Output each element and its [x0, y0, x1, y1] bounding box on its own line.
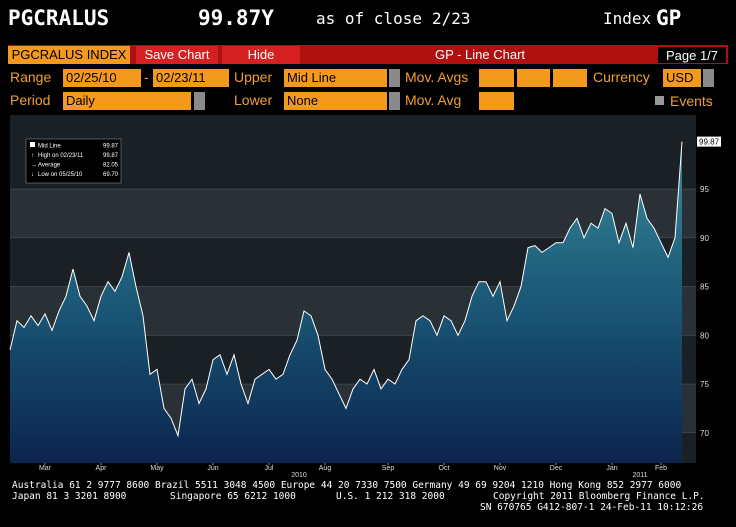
year-label: 2011	[632, 472, 647, 479]
y-tick-label: 95	[700, 185, 709, 194]
legend-value: 82.05	[103, 163, 119, 169]
legend-icon: →	[31, 163, 37, 169]
legend-label: High on 02/23/11	[38, 153, 84, 159]
line-series	[9, 141, 683, 438]
dropdown-arrow[interactable]	[194, 92, 205, 110]
toolbar-title: GP - Line Chart	[434, 47, 526, 62]
security-button[interactable]: PGCRALUS INDEX	[8, 46, 130, 64]
period-select[interactable]: Daily	[63, 92, 191, 110]
last-value-label: 99.87	[699, 138, 720, 147]
year-label: 2010	[291, 472, 307, 479]
y-tick-label: 80	[700, 331, 709, 340]
x-tick-label: Feb	[655, 465, 667, 472]
index-code: GP	[656, 6, 682, 30]
upper-label: Upper	[234, 69, 273, 85]
x-tick-label: Sep	[382, 465, 395, 472]
x-tick-label: May	[150, 465, 164, 472]
area-fill	[10, 141, 682, 463]
range-end[interactable]: 02/23/11	[153, 69, 229, 87]
currency-select[interactable]: USD	[663, 69, 701, 87]
x-tick-label: Dec	[550, 465, 563, 472]
ticker: PGCRALUS	[8, 6, 110, 30]
legend-icon: ↓	[31, 172, 34, 178]
save-button[interactable]: Save Chart	[136, 46, 218, 64]
x-tick-label: Jun	[207, 465, 218, 472]
legend-label: Average	[38, 163, 61, 169]
range-sep: -	[144, 69, 149, 85]
plot-band	[10, 115, 696, 190]
y-tick-label: 75	[700, 380, 709, 389]
dropdown-arrow[interactable]	[389, 69, 400, 87]
x-tick-label: Aug	[319, 465, 332, 472]
footer-text: U.S. 1 212 318 2000	[336, 491, 445, 502]
legend-label: Low on 05/25/10	[38, 172, 83, 178]
range-label: Range	[10, 69, 52, 85]
mov-avg-input[interactable]	[479, 92, 514, 110]
dropdown-arrow[interactable]	[703, 69, 714, 87]
mov-avgs-label: Mov. Avgs	[405, 69, 469, 85]
footer-text: Singapore 65 6212 1000	[170, 491, 296, 502]
lower-select[interactable]: None	[284, 92, 387, 110]
as-of: as of close	[316, 9, 422, 28]
index-label: Index	[603, 9, 652, 28]
y-tick-label: 85	[700, 283, 709, 292]
x-tick-label: Mar	[39, 465, 52, 472]
events-checkbox[interactable]	[655, 96, 664, 105]
hide-button[interactable]: Hide	[222, 46, 300, 64]
mov-avg-input[interactable]	[517, 69, 550, 87]
period-label: Period	[10, 92, 51, 108]
legend-value: 99.87	[103, 144, 119, 150]
x-tick-label: Apr	[96, 465, 108, 472]
events-label: Events	[670, 93, 713, 109]
price: 99.87Y	[198, 6, 274, 30]
legend-swatch	[30, 142, 35, 147]
x-tick-label: Nov	[494, 465, 507, 472]
x-tick-label: Oct	[439, 465, 450, 472]
legend-value: 69.70	[103, 172, 119, 178]
plot-band	[10, 189, 696, 238]
currency-label: Currency	[593, 69, 650, 85]
legend-box	[25, 138, 122, 184]
date: 2/23	[432, 9, 471, 28]
x-tick-label: Jan	[606, 465, 617, 472]
mov-avg-label: Mov. Avg	[405, 92, 462, 108]
footer-text: Australia 61 2 9777 8600 Brazil 5511 304…	[12, 480, 682, 491]
upper-select[interactable]: Mid Line	[284, 69, 387, 87]
range-start[interactable]: 02/25/10	[63, 69, 141, 87]
legend-icon: ↑	[31, 153, 34, 159]
y-tick-label: 90	[700, 234, 709, 243]
last-value-box	[697, 136, 721, 147]
lower-label: Lower	[234, 92, 273, 108]
footer-text: Japan 81 3 3201 8900	[12, 491, 127, 502]
dropdown-arrow[interactable]	[389, 92, 400, 110]
mov-avg-input[interactable]	[553, 69, 587, 87]
y-tick-label: 70	[700, 429, 709, 438]
page-indicator[interactable]: Page 1/7	[657, 46, 727, 64]
legend-value: 99.87	[103, 153, 119, 159]
mov-avg-input[interactable]	[479, 69, 514, 87]
footer-text: SN 670765 G412-807-1 24-Feb-11 10:12:26	[480, 502, 704, 513]
legend-label: Mid Line	[38, 144, 61, 150]
footer-text: Copyright 2011 Bloomberg Finance L.P.	[493, 491, 705, 502]
x-tick-label: Jul	[265, 465, 274, 472]
